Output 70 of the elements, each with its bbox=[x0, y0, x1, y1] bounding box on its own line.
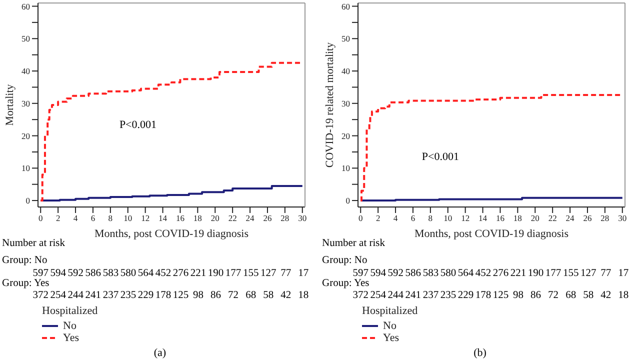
x-tick-label: 14 bbox=[478, 213, 488, 224]
x-tick-label: 2 bbox=[56, 213, 60, 224]
text: Group: Yes bbox=[322, 278, 370, 289]
text: Group: No bbox=[2, 255, 48, 266]
y-tick-label: 40 bbox=[342, 66, 350, 76]
text: 597 594 592 586 583 580 564 452 276 221 190 177 155 127 77 17 bbox=[352, 268, 629, 279]
x-tick-label: 22 bbox=[228, 213, 237, 224]
text: 372 254 244 241 237 235 229 178 125 98 86 72 68 58 42 18 bbox=[32, 290, 309, 301]
x-tick-label: 30 bbox=[298, 213, 307, 224]
y-axis-title: COVID-19 related mortality bbox=[324, 42, 336, 168]
x-tick-label: 18 bbox=[513, 213, 522, 224]
legend-label: No bbox=[63, 320, 76, 332]
y-tick-label: 30 bbox=[342, 98, 350, 108]
legend-label: Yes bbox=[383, 332, 400, 344]
text: Group: Yes bbox=[2, 278, 50, 289]
y-tick-label: 40 bbox=[22, 66, 30, 76]
x-tick-label: 22 bbox=[548, 213, 557, 224]
x-tick-label: 30 bbox=[618, 213, 627, 224]
x-tick-label: 20 bbox=[210, 213, 220, 224]
x-tick-label: 18 bbox=[193, 213, 202, 224]
x-tick-label: 24 bbox=[566, 213, 576, 224]
text: Number at risk bbox=[322, 238, 385, 249]
x-tick-label: 2 bbox=[376, 213, 380, 224]
x-tick-label: 8 bbox=[428, 213, 433, 224]
y-tick-label: 60 bbox=[22, 1, 30, 12]
x-tick-label: 12 bbox=[141, 213, 150, 224]
x-tick-label: 20 bbox=[530, 213, 540, 224]
x-axis-title: Months, post COVID-19 diagnosis bbox=[414, 228, 569, 240]
x-tick-label: 0 bbox=[358, 213, 363, 224]
x-axis-title: Months, post COVID-19 diagnosis bbox=[94, 228, 249, 240]
x-tick-label: 6 bbox=[90, 213, 96, 224]
x-tick-label: 4 bbox=[393, 213, 398, 224]
y-tick-label: 30 bbox=[22, 98, 30, 108]
legend-label: No bbox=[383, 320, 396, 332]
x-tick-label: 24 bbox=[246, 213, 256, 224]
x-tick-label: 8 bbox=[108, 213, 113, 224]
x-tick-label: 10 bbox=[124, 213, 132, 224]
x-tick-label: 0 bbox=[38, 213, 43, 224]
text: 597 594 592 586 583 580 564 452 276 221 190 177 155 127 77 17 bbox=[32, 268, 309, 279]
text: (b) bbox=[472, 347, 488, 359]
y-tick-label: 10 bbox=[342, 163, 350, 174]
y-tick-label: 20 bbox=[342, 130, 350, 141]
annotation: P<0.001 bbox=[422, 151, 459, 164]
y-tick-label: 0 bbox=[26, 196, 30, 206]
x-tick-label: 10 bbox=[444, 213, 452, 224]
x-tick-label: 14 bbox=[158, 213, 168, 224]
text: (a) bbox=[152, 347, 168, 359]
y-tick-label: 0 bbox=[346, 196, 350, 206]
x-tick-label: 26 bbox=[583, 213, 592, 224]
text: Number at risk bbox=[2, 238, 65, 249]
text: 372 254 244 241 237 235 229 178 125 98 86 72 68 58 42 18 bbox=[352, 290, 629, 301]
y-tick-label: 50 bbox=[22, 34, 30, 44]
x-tick-label: 28 bbox=[280, 213, 290, 224]
x-tick-label: 12 bbox=[461, 213, 470, 224]
x-tick-label: 16 bbox=[496, 213, 504, 224]
x-tick-label: 4 bbox=[73, 213, 78, 224]
legend-title: Hospitalized bbox=[42, 305, 99, 317]
annotation: P<0.001 bbox=[119, 118, 157, 131]
legend-label: Yes bbox=[63, 332, 80, 344]
x-tick-label: 28 bbox=[600, 213, 610, 224]
text: Group: No bbox=[322, 255, 368, 266]
x-tick-label: 16 bbox=[176, 213, 184, 224]
y-tick-label: 10 bbox=[22, 163, 30, 174]
x-tick-label: 6 bbox=[410, 213, 416, 224]
y-tick-label: 20 bbox=[22, 130, 30, 141]
x-tick-label: 26 bbox=[263, 213, 272, 224]
y-axis-title: Mortality bbox=[4, 84, 16, 126]
y-tick-label: 50 bbox=[342, 34, 350, 44]
legend-title: Hospitalized bbox=[362, 305, 419, 317]
y-tick-label: 60 bbox=[342, 1, 350, 12]
